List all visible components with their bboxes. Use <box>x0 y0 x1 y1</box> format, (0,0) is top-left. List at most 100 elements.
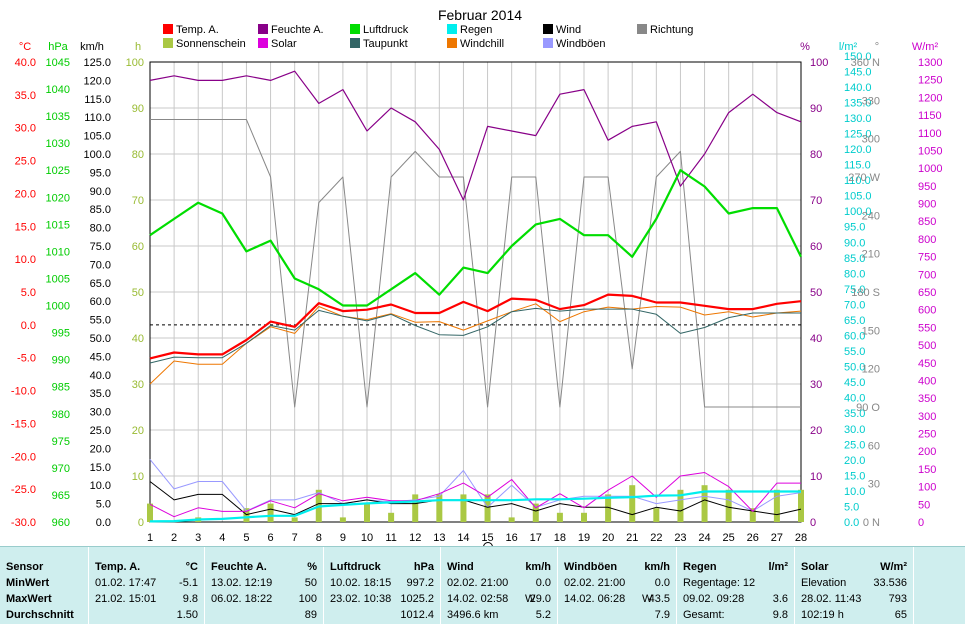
wind-tick-label: 60.0 <box>90 296 111 308</box>
rain-tick-label: 100.0 <box>844 206 872 218</box>
temperature-tick-label: 30.0 <box>15 123 36 135</box>
wind-tick-label: 85.0 <box>90 204 111 216</box>
legend-label-luftdruck: Luftdruck <box>363 24 409 36</box>
x-tick-label: 3 <box>195 532 201 544</box>
wind-tick-label: 110.0 <box>84 112 111 124</box>
sunshine-bar <box>364 503 370 522</box>
direction-tick-label: 180 S <box>851 287 880 299</box>
sunshine-bar <box>291 517 298 522</box>
rain-tick-label: 110.0 <box>844 175 871 187</box>
sunshine-bar <box>556 512 563 522</box>
sunshine-tick-label: 0 <box>138 517 144 529</box>
richtung-line <box>150 119 801 408</box>
solar-tick-label: 200 <box>918 446 936 458</box>
direction-tick-label: 120 <box>862 364 880 376</box>
wind-tick-label: 35.0 <box>90 388 111 400</box>
legend-swatch-wind <box>543 24 553 34</box>
rain-tick-label: 15.0 <box>844 470 865 482</box>
solar-tick-label: 1050 <box>918 145 942 157</box>
wind-tick-label: 105.0 <box>83 131 111 143</box>
humidity-tick-label: 30 <box>810 379 822 391</box>
x-tick-label: 18 <box>554 532 566 544</box>
x-tick-label: 13 <box>433 532 445 544</box>
gust-unit: km/h <box>644 561 670 573</box>
solar-tick-label: 0 <box>918 517 924 529</box>
x-tick-label: 7 <box>292 532 298 544</box>
row-label-avg: Durchschnitt <box>6 609 74 621</box>
humidity-tick-label: 20 <box>810 425 822 437</box>
rain-total-label: Gesamt: <box>683 609 725 621</box>
legend-swatch-windb-en <box>543 38 553 48</box>
solar-tick-label: 100 <box>918 482 936 494</box>
rain-tick-label: 70.0 <box>844 299 865 311</box>
wind-min: 0.0 <box>535 577 551 589</box>
sensor-header: Sensor <box>6 561 44 573</box>
wind-tick-label: 125.0 <box>83 57 111 69</box>
solar-max: 793 <box>888 593 907 605</box>
wind-tick-label: 15.0 <box>90 462 111 474</box>
rain-unit-label: l/m² <box>839 41 858 53</box>
temperature-tick-label: -10.0 <box>11 386 36 398</box>
rain-tick-label: 35.0 <box>844 408 865 420</box>
rain-tick-label: 135.0 <box>844 97 872 109</box>
sunshine-tick-label: 40 <box>132 333 144 345</box>
x-tick-label: 14 <box>457 532 469 544</box>
x-tick-label: 20 <box>602 532 614 544</box>
sensor-column: Sensor MinWert MaxWert Durchschnitt <box>0 547 89 624</box>
solar-tick-label: 650 <box>918 287 936 299</box>
rain-tick-label: 80.0 <box>844 268 865 280</box>
legend-label-richtung: Richtung <box>650 24 693 36</box>
wind-tick-label: 50.0 <box>90 333 111 345</box>
solar-avg: 65 <box>894 609 907 621</box>
rain-tick-label: 0.0 <box>844 517 859 529</box>
solar-unit-label: W/m² <box>912 41 939 53</box>
sunshine-bar <box>412 494 419 522</box>
solar-tick-label: 750 <box>918 252 936 264</box>
x-tick-label: 1 <box>147 532 153 544</box>
pressure-tick-label: 1045 <box>46 57 70 69</box>
weather-chart: Februar 2014 °C hPa km/h h% l/m² W/m² ° -30.0 -… <box>11 7 942 546</box>
temp-min-time: 17:47 <box>128 577 157 589</box>
sunshine-bar <box>243 508 250 522</box>
solar-tick-label: 350 <box>918 393 936 405</box>
legend-label-windb-en: Windböen <box>556 38 606 50</box>
rain-tick-label: 95.0 <box>844 222 865 234</box>
rain-tick-label: 150.0 <box>844 51 872 63</box>
pressure-tick-label: 965 <box>52 490 70 502</box>
gust-min-date: 02.02. <box>564 577 595 589</box>
x-tick-label: 4 <box>219 532 225 544</box>
solar-tick-label: 600 <box>918 305 936 317</box>
humidity-min-time: 12:19 <box>244 577 273 589</box>
x-tick-label: 19 <box>578 532 590 544</box>
humidity-max-time: 18:22 <box>244 593 273 605</box>
sunshine-bar <box>605 494 612 522</box>
humidity-tick-label: 90 <box>810 103 822 115</box>
wind-tick-label: 10.0 <box>90 480 111 492</box>
temperature-tick-label: -20.0 <box>11 451 36 463</box>
wind-avg: 5.2 <box>535 609 551 621</box>
humidity-tick-label: 40 <box>810 333 822 345</box>
direction-tick-label: 270 W <box>848 172 880 184</box>
temp-avg: 1.50 <box>176 609 198 621</box>
sunshine-tick-label: 50 <box>132 287 144 299</box>
x-tick-label: 15 <box>481 532 493 544</box>
humidity-column: Feuchte A.% 13.02. 12:19 50 06.02. 18:22 1… <box>205 547 324 624</box>
sunshine-bar <box>798 489 804 522</box>
humidity-tick-label: 100 <box>810 57 828 69</box>
humidity-tick-label: 80 <box>810 149 822 161</box>
x-tick-label: 6 <box>267 532 273 544</box>
gust-max-time: 06:28 <box>597 593 626 605</box>
legend-swatch-regen <box>447 24 457 34</box>
temp-min-date: 01.02. <box>95 577 126 589</box>
rain-tick-label: 115.0 <box>844 160 871 172</box>
solar-tick-label: 450 <box>918 358 936 370</box>
x-tick-label: 23 <box>674 532 686 544</box>
pressure-unit: hPa <box>413 561 434 573</box>
solar-tick-label: 950 <box>918 181 936 193</box>
sunshine-tick-label: 70 <box>132 195 144 207</box>
humidity-unit-label: % <box>800 41 810 53</box>
direction-tick-label: 300 <box>862 134 880 146</box>
direction-tick-label: 240 <box>862 210 880 222</box>
pressure-column: Luftdruck hPa 10.02. 18:15 997.2 23.02. 10… <box>324 547 441 624</box>
pressure-tick-label: 1025 <box>46 165 70 177</box>
